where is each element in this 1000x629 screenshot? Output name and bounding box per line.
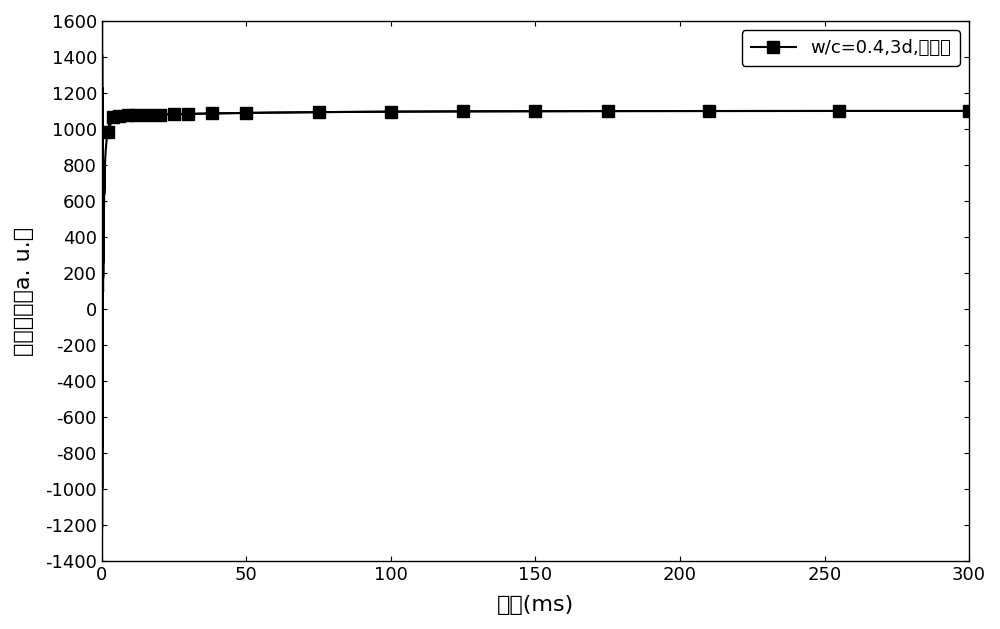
w/c=0.4,3d,饱水前 bbox=[457, 108, 469, 115]
Legend: w/c=0.4,3d,饱水前: w/c=0.4,3d,饱水前 bbox=[742, 30, 960, 66]
w/c=0.4,3d,饱水前 bbox=[168, 111, 180, 118]
w/c=0.4,3d,饱水前 bbox=[833, 107, 845, 114]
w/c=0.4,3d,饱水前 bbox=[113, 112, 125, 120]
w/c=0.4,3d,饱水前 bbox=[529, 108, 541, 115]
w/c=0.4,3d,饱水前 bbox=[182, 110, 194, 118]
w/c=0.4,3d,饱水前 bbox=[130, 111, 142, 119]
w/c=0.4,3d,饱水前 bbox=[963, 107, 975, 114]
w/c=0.4,3d,饱水前 bbox=[102, 128, 114, 136]
w/c=0.4,3d,饱水前 bbox=[122, 112, 134, 120]
w/c=0.4,3d,饱水前 bbox=[154, 111, 166, 118]
Y-axis label: 信号幅度（a. u.）: 信号幅度（a. u.） bbox=[14, 226, 34, 355]
X-axis label: 时间(ms): 时间(ms) bbox=[497, 595, 574, 615]
w/c=0.4,3d,饱水前 bbox=[313, 108, 325, 116]
w/c=0.4,3d,饱水前 bbox=[385, 108, 397, 116]
w/c=0.4,3d,饱水前 bbox=[703, 107, 715, 114]
w/c=0.4,3d,饱水前 bbox=[107, 113, 119, 121]
w/c=0.4,3d,饱水前 bbox=[240, 109, 252, 117]
Line: w/c=0.4,3d,饱水前: w/c=0.4,3d,饱水前 bbox=[102, 106, 975, 138]
w/c=0.4,3d,饱水前 bbox=[602, 108, 614, 115]
w/c=0.4,3d,饱水前 bbox=[206, 109, 218, 117]
w/c=0.4,3d,饱水前 bbox=[142, 111, 154, 119]
